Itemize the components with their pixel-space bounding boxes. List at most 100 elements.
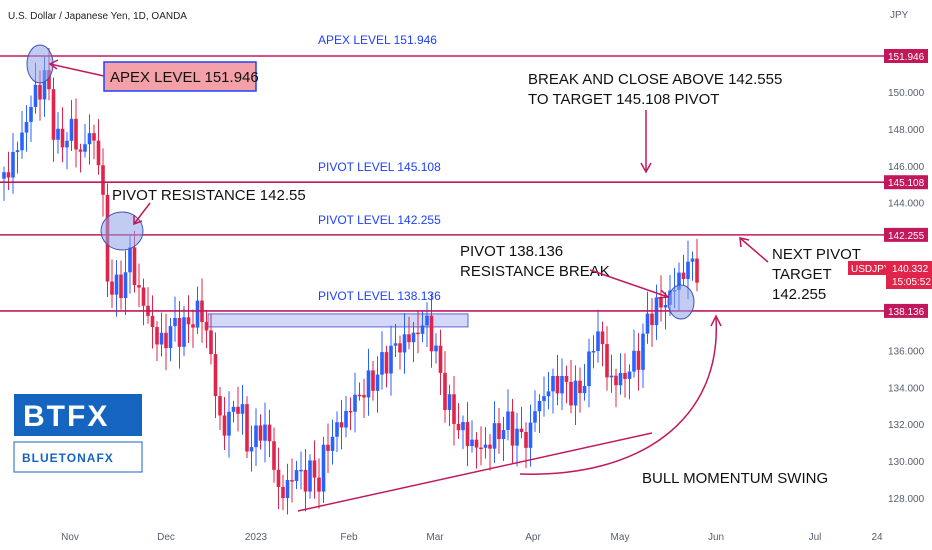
candle-body-14 <box>65 140 69 148</box>
resistance-break-line2: RESISTANCE BREAK <box>460 263 610 280</box>
level-tag-pivot-145: 145.108 <box>888 178 925 189</box>
bluetona-logo-text: BLUETONAFX <box>22 451 114 465</box>
price-tick-2: 146.000 <box>888 162 925 173</box>
resistance-break-circle <box>667 284 695 320</box>
level-tag-bg-pivot-142 <box>884 227 928 242</box>
candle-body-141 <box>636 350 641 370</box>
candle-body-0 <box>2 172 6 179</box>
candle-body-132 <box>596 331 600 351</box>
candle-body-107 <box>483 444 488 448</box>
bull-swing-text: BULL MOMENTUM SWING <box>642 470 828 487</box>
time-tick-8: Jul <box>809 532 822 543</box>
time-tick-9: 24 <box>871 532 883 543</box>
candle-body-121 <box>546 391 551 397</box>
time-axis: Nov Dec 2023 Feb Mar Apr May Jun Jul 24 <box>61 532 883 543</box>
candle-body-22 <box>101 165 105 195</box>
candle-body-52 <box>236 406 240 414</box>
candle-body-66 <box>299 469 303 472</box>
apex-annotation-text: APEX LEVEL 151.946 <box>110 69 259 86</box>
candle-body-76 <box>344 410 348 428</box>
candle-body-34 <box>155 327 159 345</box>
level-tag-bg-apex <box>884 49 928 63</box>
time-tick-2: 2023 <box>245 532 268 543</box>
candle-body-136 <box>614 375 618 386</box>
level-tag-bg-pivot-145 <box>884 175 928 190</box>
candle-body-56 <box>254 425 258 448</box>
candle-body-137 <box>618 372 623 386</box>
candle-body-2 <box>11 151 15 178</box>
candle-body-18 <box>83 144 87 152</box>
candle-body-152 <box>686 261 690 280</box>
candle-body-53 <box>240 404 245 414</box>
candle-body-104 <box>470 439 474 447</box>
candle-body-37 <box>168 326 173 349</box>
candle-body-42 <box>191 324 195 328</box>
candle-body-128 <box>578 380 582 394</box>
price-tags: 151.946 145.108 142.255 138.136 <box>884 49 928 318</box>
candle-body-31 <box>141 287 146 306</box>
candle-body-25 <box>114 274 119 295</box>
candle-body-69 <box>312 460 317 478</box>
candle-body-106 <box>479 447 483 450</box>
next-pivot-arrow <box>739 237 769 263</box>
candle-body-110 <box>497 423 501 440</box>
candle-body-127 <box>573 380 578 406</box>
candle-body-88 <box>398 343 402 353</box>
pivot-resistance-arrow <box>133 202 151 225</box>
resistance-break-line1: PIVOT 138.136 <box>460 243 563 260</box>
candle-body-35 <box>159 332 164 345</box>
candle-body-82 <box>371 370 375 391</box>
candle-body-79 <box>357 394 362 397</box>
candle-body-113 <box>510 411 515 446</box>
pivot-resistance-text: PIVOT RESISTANCE 142.55 <box>112 187 306 204</box>
next-pivot-line2: TARGET <box>772 266 832 283</box>
candle-body-131 <box>591 350 596 353</box>
candle-body-55 <box>249 447 254 452</box>
time-tick-5: Apr <box>525 532 541 543</box>
candle-body-17 <box>78 149 83 152</box>
candle-body-105 <box>474 439 479 448</box>
price-tick-4: 136.000 <box>888 346 925 357</box>
candle-body-77 <box>348 410 353 413</box>
candle-body-119 <box>537 400 542 412</box>
candle-body-9 <box>42 70 47 100</box>
btfx-logo-box <box>14 394 142 436</box>
apex-annotation-box <box>103 61 257 92</box>
candle-body-94 <box>425 315 429 326</box>
candle-body-19 <box>87 133 92 145</box>
candle-body-27 <box>123 272 128 299</box>
btfx-logo-text: BTFX <box>23 400 109 433</box>
candle-body-92 <box>416 332 420 335</box>
break-annotation-line1: BREAK AND CLOSE ABOVE 142.555 <box>528 71 782 88</box>
candle-body-63 <box>285 480 290 499</box>
pivot-levels <box>0 55 884 312</box>
candle-body-54 <box>245 404 249 452</box>
trendline <box>297 432 653 512</box>
candle-body-71 <box>321 444 326 492</box>
candle-body-83 <box>375 374 380 391</box>
candle-body-102 <box>461 422 465 431</box>
candle-body-26 <box>119 274 123 299</box>
candle-body-151 <box>681 272 686 280</box>
candle-body-78 <box>353 394 357 412</box>
candle-body-33 <box>150 315 155 328</box>
last-price-value: 140.332 <box>892 264 929 275</box>
candle-body-98 <box>443 372 447 410</box>
candle-body-96 <box>434 345 438 352</box>
candlestick-series <box>2 48 699 515</box>
candle-body-11 <box>51 89 56 140</box>
candle-body-153 <box>690 258 695 262</box>
candle-body-95 <box>429 315 434 352</box>
candle-body-125 <box>564 375 569 382</box>
next-pivot-line1: NEXT PIVOT <box>772 246 861 263</box>
candle-body-13 <box>60 128 65 148</box>
candle-body-48 <box>218 396 222 416</box>
candle-body-122 <box>551 375 555 392</box>
candle-body-120 <box>542 396 546 401</box>
candle-body-3 <box>15 150 20 152</box>
candle-body-7 <box>33 84 38 107</box>
time-tick-7: Jun <box>708 532 724 543</box>
candle-body-51 <box>231 406 236 412</box>
apex-arrow <box>49 63 105 77</box>
candle-body-134 <box>605 344 609 378</box>
